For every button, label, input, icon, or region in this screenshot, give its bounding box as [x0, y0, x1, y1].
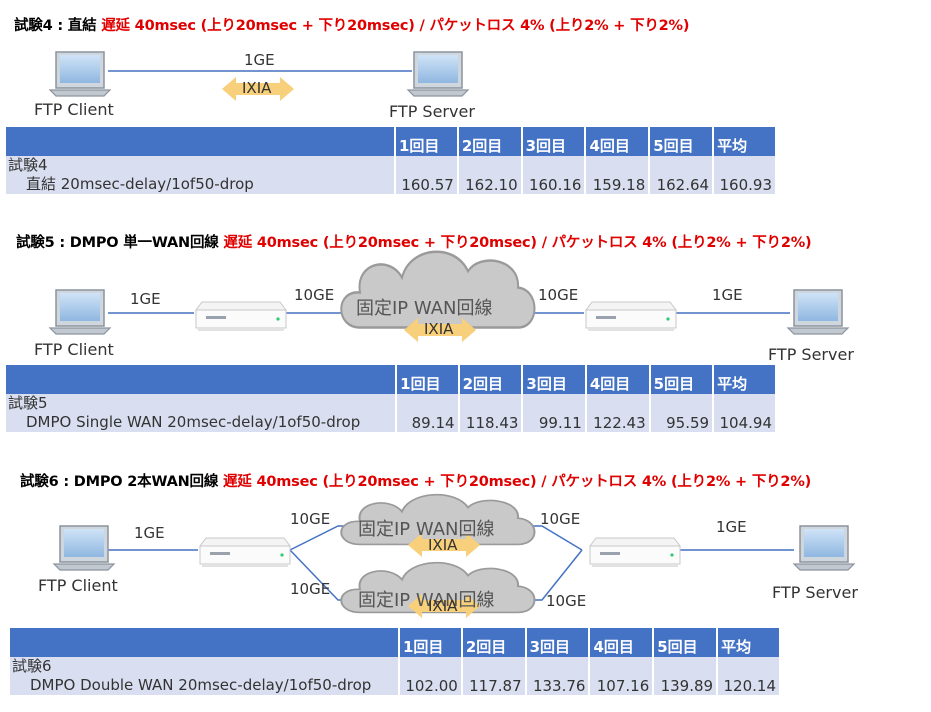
test6-heading: 試験6 : DMPO 2本WAN回線 遅延 40msec (上り20msec +…: [20, 470, 811, 491]
value-cell: 162.64: [648, 156, 714, 194]
test5-heading: 試験5 : DMPO 単一WAN回線 遅延 40msec (上り20msec +…: [16, 231, 812, 252]
row-name-line1: 試験5: [8, 394, 48, 412]
table-row: 試験6 DMPO Double WAN 20msec-delay/1of50-d…: [10, 657, 779, 695]
test5-client-laptop-icon: [49, 289, 111, 335]
row-name: 試験5 DMPO Single WAN 20msec-delay/1of50-d…: [6, 394, 397, 432]
row-name-line2: DMPO Double WAN 20msec-delay/1of50-drop: [30, 676, 372, 694]
test4-link-label: 1GE: [244, 51, 275, 69]
test5-ixia-label: IXIA: [424, 320, 454, 338]
test4-results-table: 1回目 2回目 3回目 4回目 5回目 平均 試験4 直結 20msec-del…: [6, 127, 775, 194]
value-cell: 139.89: [652, 657, 718, 695]
header-cell: 4回目: [584, 127, 650, 156]
test6-bottom-cloud-label: 固定IP WAN回線: [358, 590, 495, 611]
header-cell: 2回目: [457, 365, 523, 394]
test6-link-right-label: 1GE: [716, 518, 747, 536]
test5-client-label: FTP Client: [34, 340, 114, 359]
test6-link-bottom-left-label: 10GE: [290, 580, 331, 598]
value-cell: 104.94: [712, 394, 775, 432]
table-row: 試験4 直結 20msec-delay/1of50-drop 160.57 16…: [6, 156, 775, 194]
test5-heading-main: 試験5 : DMPO 単一WAN回線: [16, 235, 224, 251]
test6-link-left-label: 1GE: [134, 524, 165, 542]
test6-top-cloud-label: 固定IP WAN回線: [358, 519, 495, 540]
value-cell: 99.11: [521, 394, 586, 432]
test4-heading-main: 試験4 : 直結: [14, 18, 102, 34]
header-cell: 1回目: [393, 127, 458, 156]
header-cell: 5回目: [648, 365, 714, 394]
value-cell: 118.43: [457, 394, 523, 432]
row-name-line1: 試験4: [8, 156, 48, 174]
test5-right-edge-device-icon: [585, 301, 677, 332]
test6-heading-main: 試験6 : DMPO 2本WAN回線: [20, 474, 223, 490]
test4-client-laptop-icon: [49, 51, 111, 97]
header-cell: 平均: [712, 365, 775, 394]
header-cell: 平均: [716, 628, 779, 657]
value-cell: 160.93: [712, 156, 775, 194]
test6-bottom-ixia-label: IXIA: [428, 597, 458, 615]
test5-heading-conditions: 遅延 40msec (上り20msec + 下り20msec) / パケットロス…: [223, 235, 812, 251]
header-cell: 平均: [712, 127, 775, 156]
value-cell: 89.14: [395, 394, 459, 432]
header-cell: 1回目: [397, 628, 462, 657]
test4-ixia-label: IXIA: [242, 79, 272, 97]
test4-server-laptop-icon: [407, 51, 469, 97]
test5-left-edge-device-icon: [195, 301, 287, 332]
value-cell: 122.43: [584, 394, 650, 432]
table-header-row: 1回目 2回目 3回目 4回目 5回目 平均: [10, 628, 779, 657]
header-cell: 5回目: [648, 127, 714, 156]
test4-heading: 試験4 : 直結 遅延 40msec (上り20msec + 下り20msec)…: [14, 14, 690, 35]
row-name-line2: 直結 20msec-delay/1of50-drop: [26, 175, 254, 193]
value-cell: 160.57: [393, 156, 458, 194]
test6-server-laptop-icon: [793, 525, 855, 571]
header-cell: 2回目: [456, 127, 522, 156]
test6-server-label: FTP Server: [772, 583, 858, 602]
row-name-line2: DMPO Single WAN 20msec-delay/1of50-drop: [26, 413, 361, 431]
value-cell: 95.59: [648, 394, 714, 432]
value-cell: 160.16: [520, 156, 586, 194]
header-cell: 2回目: [460, 628, 526, 657]
test6-link-top-left-label: 10GE: [290, 510, 331, 528]
test6-results-table: 1回目 2回目 3回目 4回目 5回目 平均 試験6 DMPO Double W…: [10, 628, 779, 695]
value-cell: 162.10: [456, 156, 522, 194]
header-cell: 3回目: [520, 127, 586, 156]
test5-cloud-label: 固定IP WAN回線: [356, 298, 493, 319]
row-name-line1: 試験6: [12, 657, 52, 675]
test4-server-label: FTP Server: [389, 102, 475, 121]
value-cell: 133.76: [524, 657, 590, 695]
value-cell: 107.16: [588, 657, 654, 695]
test6-link-bottom-right-label: 10GE: [546, 592, 587, 610]
test5-link-mid-right-label: 10GE: [538, 286, 579, 304]
header-cell: 3回目: [521, 365, 586, 394]
value-cell: 102.00: [397, 657, 462, 695]
test5-server-label: FTP Server: [768, 345, 854, 364]
row-name: 試験6 DMPO Double WAN 20msec-delay/1of50-d…: [10, 657, 399, 695]
test5-link-mid-left-label: 10GE: [294, 286, 335, 304]
test5-link-right-label: 1GE: [712, 286, 743, 304]
header-cell: 1回目: [395, 365, 459, 394]
test5-link-left-label: 1GE: [130, 290, 161, 308]
value-cell: 159.18: [584, 156, 650, 194]
test5-server-laptop-icon: [787, 289, 849, 335]
table-row: 試験5 DMPO Single WAN 20msec-delay/1of50-d…: [6, 394, 775, 432]
test4-heading-conditions: 遅延 40msec (上り20msec + 下り20msec) / パケットロス…: [101, 18, 690, 34]
test5-results-table: 1回目 2回目 3回目 4回目 5回目 平均 試験5 DMPO Single W…: [6, 365, 775, 432]
test6-top-ixia-label: IXIA: [428, 536, 458, 554]
test4-client-label: FTP Client: [34, 100, 114, 119]
header-cell: 3回目: [524, 628, 590, 657]
test6-client-label: FTP Client: [38, 576, 118, 595]
header-cell: 5回目: [652, 628, 718, 657]
value-cell: 117.87: [460, 657, 526, 695]
test6-heading-conditions: 遅延 40msec (上り20msec + 下り20msec) / パケットロス…: [223, 474, 812, 490]
header-cell: 4回目: [584, 365, 650, 394]
table-header-row: 1回目 2回目 3回目 4回目 5回目 平均: [6, 365, 775, 394]
test6-client-laptop-icon: [53, 525, 115, 571]
header-cell: 4回目: [588, 628, 654, 657]
test6-left-edge-device-icon: [199, 537, 291, 568]
test6-right-edge-device-icon: [589, 537, 681, 568]
value-cell: 120.14: [716, 657, 779, 695]
table-header-row: 1回目 2回目 3回目 4回目 5回目 平均: [6, 127, 775, 156]
row-name: 試験4 直結 20msec-delay/1of50-drop: [6, 156, 395, 194]
test6-link-top-right-label: 10GE: [540, 510, 581, 528]
